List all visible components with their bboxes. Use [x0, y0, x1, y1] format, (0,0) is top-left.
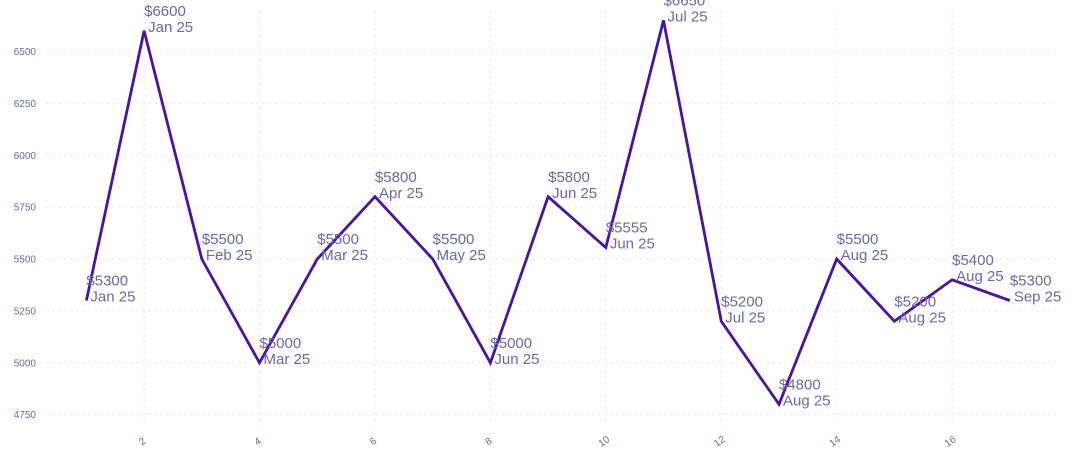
y-axis: 4750 5000 5250 5500 5750 6000 6250 6500	[14, 47, 37, 421]
data-label-value: $5800	[375, 169, 417, 186]
data-label-value: $5500	[317, 231, 359, 248]
data-label-value: $5200	[894, 293, 936, 310]
data-label-date: Jun 25	[610, 236, 655, 253]
data-label-value: $5300	[86, 273, 128, 290]
y-tick-label: 6250	[14, 99, 37, 110]
x-tick-label: 2	[137, 436, 148, 448]
data-label-date: May 25	[437, 247, 486, 264]
x-tick-label: 4	[253, 436, 264, 448]
data-label-date: Jun 25	[494, 351, 539, 368]
y-tick-label: 5500	[14, 255, 37, 266]
data-label-date: Mar 25	[264, 351, 311, 368]
data-label-date: Aug 25	[898, 309, 946, 326]
data-label-date: Sep 25	[1014, 289, 1062, 306]
y-tick-label: 6500	[14, 47, 37, 58]
data-label-value: $6600	[144, 3, 186, 20]
chart-grid	[46, 10, 1056, 425]
y-tick-label: 5250	[14, 306, 37, 317]
data-label-value: $5400	[952, 252, 994, 269]
data-label-value: $5555	[606, 220, 648, 237]
x-tick-label: 10	[597, 434, 613, 450]
y-tick-label: 5000	[14, 358, 37, 369]
series	[85, 20, 1011, 408]
data-label-value: $4800	[779, 376, 821, 393]
data-label-date: Jan 25	[148, 19, 193, 36]
x-tick-label: 14	[828, 434, 844, 450]
data-label-date: Mar 25	[321, 247, 368, 264]
data-label-value: $5500	[837, 231, 879, 248]
data-label-date: Aug 25	[783, 392, 831, 409]
y-tick-label: 5750	[14, 203, 37, 214]
data-label-date: Aug 25	[841, 247, 889, 264]
data-label-date: Jan 25	[90, 289, 135, 306]
data-label-date: Jun 25	[552, 185, 597, 202]
x-tick-label: 16	[943, 434, 959, 450]
y-tick-label: 4750	[14, 410, 37, 421]
y-tick-label: 6000	[14, 151, 37, 162]
x-tick-label: 8	[484, 436, 495, 448]
data-label-date: Aug 25	[956, 268, 1004, 285]
data-label-value: $5000	[260, 335, 302, 352]
data-label-date: Jul 25	[725, 309, 765, 326]
data-label-value: $6650	[664, 0, 706, 9]
x-axis: 2 4 6 8 10 12 14 16	[137, 434, 959, 450]
x-tick-label: 12	[712, 434, 728, 450]
data-label-value: $5200	[721, 293, 763, 310]
x-tick-label: 6	[368, 436, 379, 448]
data-label-value: $5300	[1010, 273, 1052, 290]
data-label-date: Jul 25	[668, 8, 708, 25]
data-label-date: Apr 25	[379, 185, 423, 202]
data-label-value: $5000	[490, 335, 532, 352]
data-label-date: Feb 25	[206, 247, 253, 264]
series-line	[85, 20, 1011, 408]
data-label-value: $5500	[433, 231, 475, 248]
data-label-value: $5500	[202, 231, 244, 248]
data-label-value: $5800	[548, 169, 590, 186]
